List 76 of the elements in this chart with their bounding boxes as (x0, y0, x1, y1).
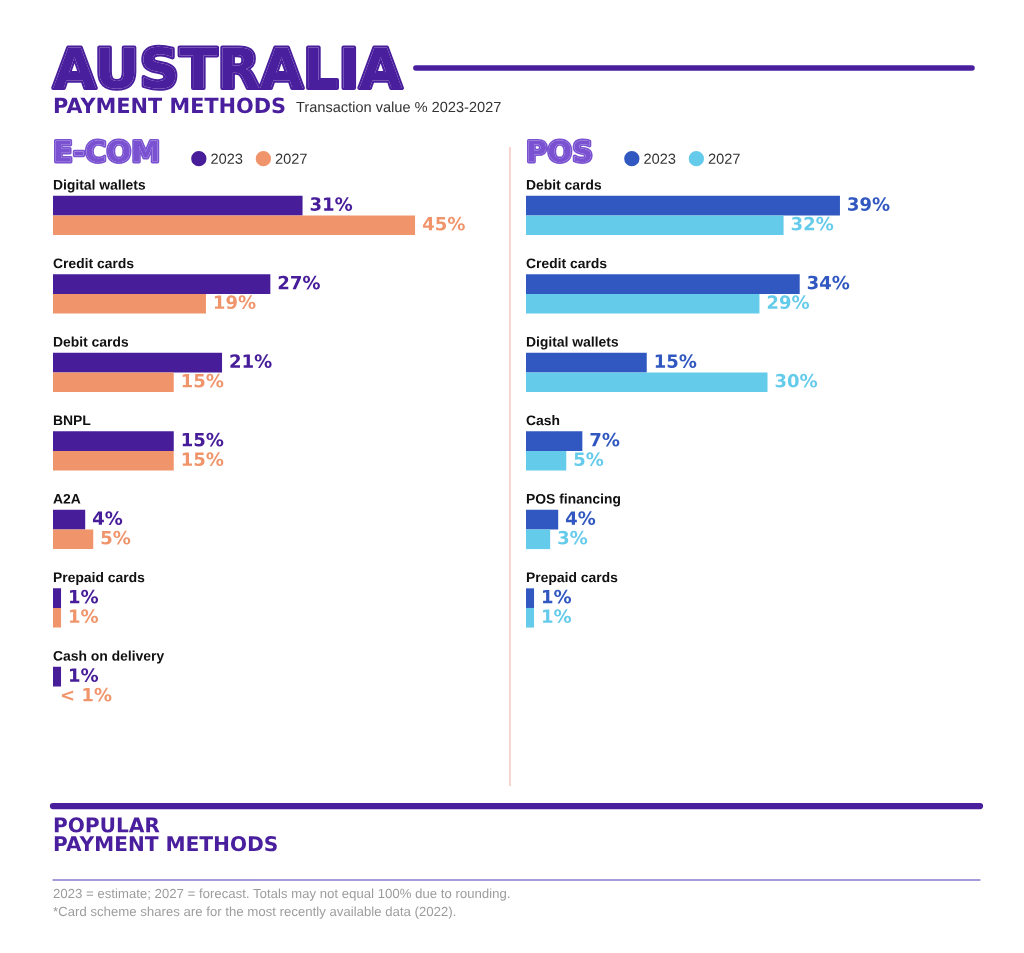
y-tick-label: Debit cards (53, 336, 129, 347)
data-label: 29% (767, 295, 810, 310)
data-label: 21% (230, 354, 272, 368)
y-tick-label: A2A (53, 493, 81, 504)
bar (53, 607, 62, 628)
bar (526, 588, 535, 608)
text: < 1% (61, 687, 112, 702)
y-tick-label: Debit cards (526, 179, 602, 190)
text: 2023 = estimate; 2027 = forecast. Totals may not equal 100% due to rounding. (53, 888, 510, 901)
data-label: 1% (543, 609, 572, 624)
data-label: 5% (574, 452, 604, 467)
chart-title: POS (528, 140, 592, 163)
y-tick-label: BNPL (53, 415, 91, 426)
data-label: 32% (791, 216, 834, 231)
bar (53, 431, 174, 451)
bar (526, 274, 800, 294)
bar (526, 293, 760, 314)
bar (53, 666, 62, 687)
bar (526, 450, 567, 471)
data-label: 3% (558, 530, 588, 545)
legend-label: 2027 (708, 153, 740, 164)
bar (53, 195, 303, 216)
text: Transaction value % 2023-2027 (296, 101, 501, 113)
data-label: 30% (775, 373, 818, 388)
bar (526, 529, 551, 550)
y-tick-label: Prepaid cards (53, 572, 145, 585)
data-label: 45% (423, 216, 465, 231)
bar (53, 509, 86, 530)
data-label: 4% (565, 511, 596, 525)
bar (53, 588, 62, 608)
text: POPULAR PAYMENT METHODS (54, 817, 277, 852)
bar (53, 293, 206, 314)
bar (53, 352, 223, 373)
data-label: 15% (182, 452, 224, 467)
data-label: 15% (182, 432, 224, 447)
data-label: 1% (70, 589, 99, 604)
data-label: 5% (101, 530, 131, 545)
y-tick-label: POS financing (526, 493, 620, 507)
bar (526, 509, 559, 530)
bar (53, 372, 174, 393)
y-tick-label: Digital wallets (526, 336, 619, 350)
bar (526, 607, 535, 628)
text: *Card scheme shares are for the most recently available data (2022). (53, 906, 456, 919)
data-label: 15% (655, 354, 697, 368)
data-label: 19% (214, 295, 256, 310)
chart-title: E-COM (55, 140, 158, 163)
bar (53, 529, 94, 550)
y-tick-label: Digital wallets (53, 179, 146, 193)
bar (526, 352, 647, 373)
bar (526, 195, 840, 216)
data-label: 31% (310, 197, 353, 211)
bar (53, 274, 271, 294)
data-label: 4% (92, 511, 123, 525)
bar (53, 450, 174, 471)
y-tick-label: Credit cards (53, 258, 134, 269)
legend-label: 2023 (644, 153, 676, 164)
y-tick-label: Prepaid cards (526, 572, 618, 585)
text: AUSTRALIA (53, 46, 402, 89)
y-tick-label: Cash on delivery (53, 650, 165, 664)
bar (53, 215, 416, 236)
y-tick-label: Cash (526, 415, 560, 426)
text: PAYMENT METHODS (54, 97, 285, 114)
bar (526, 431, 583, 451)
data-label: 34% (807, 275, 850, 290)
data-label: 7% (590, 432, 620, 447)
legend-label: 2023 (211, 153, 243, 164)
legend-label: 2027 (275, 153, 307, 164)
data-label: 39% (848, 197, 890, 211)
bar (526, 215, 784, 236)
data-label: 15% (182, 373, 224, 388)
data-label: 1% (70, 668, 99, 682)
y-tick-label: Credit cards (526, 258, 607, 269)
data-label: 1% (70, 609, 99, 624)
bar (526, 372, 768, 393)
data-label: 27% (278, 275, 320, 290)
data-label: 1% (543, 589, 572, 604)
